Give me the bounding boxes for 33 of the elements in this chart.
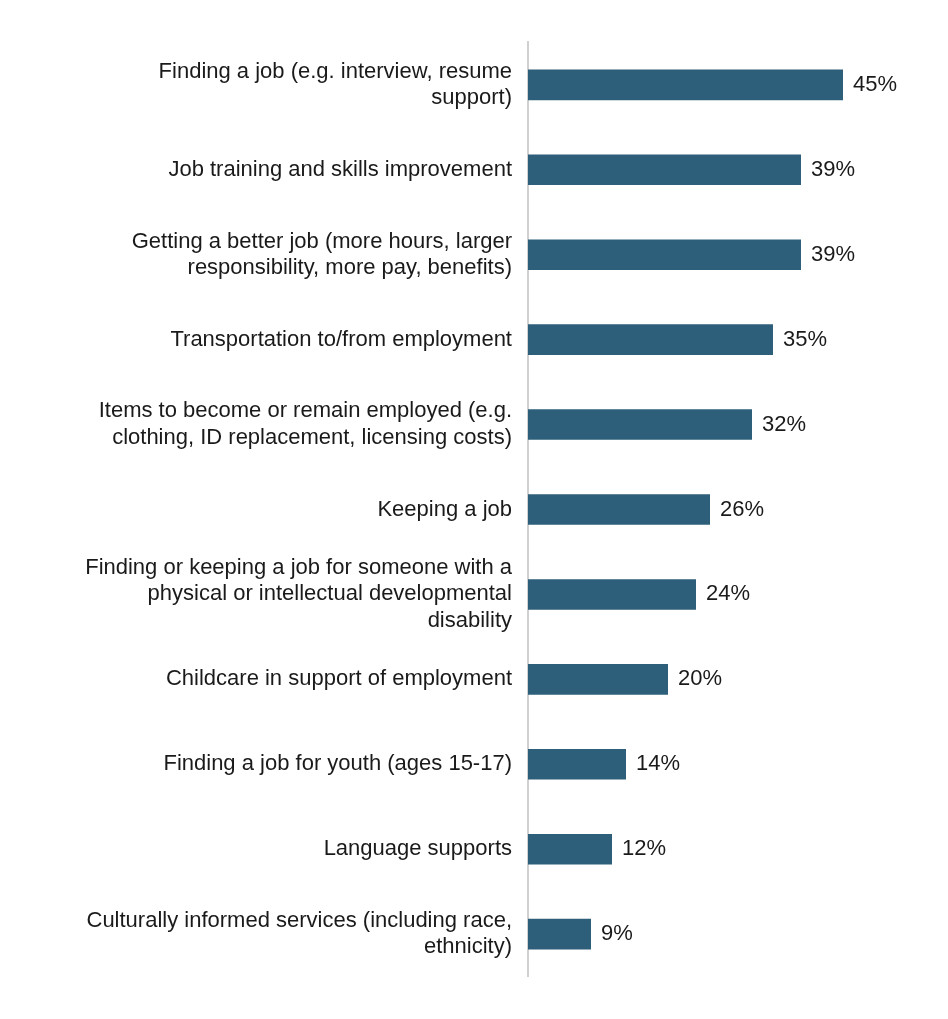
y-tick-label: Language supports <box>323 835 512 861</box>
y-tick-label: Finding a job (e.g. interview, resume support) <box>158 57 512 110</box>
bar <box>528 409 752 440</box>
bar <box>528 833 612 865</box>
data-label: 26% <box>720 495 765 521</box>
bar <box>528 579 696 610</box>
y-tick-label: Finding or keeping a job for someone with a physical or intellectual developmental disability <box>85 554 513 632</box>
y-tick-label: Keeping a job <box>377 495 512 521</box>
data-label: 39% <box>811 240 856 266</box>
bar <box>528 664 668 695</box>
data-label: 24% <box>706 580 751 606</box>
data-label: 20% <box>678 665 723 691</box>
bar <box>528 239 801 271</box>
bar <box>528 749 626 780</box>
y-tick-label: Getting a better job (more hours, larger responsibility, more pay, benefits) <box>131 227 512 279</box>
data-label: 9% <box>601 920 633 946</box>
data-label: 45% <box>853 70 898 96</box>
data-label: 35% <box>783 325 828 351</box>
bar <box>528 324 773 355</box>
bar <box>528 918 591 950</box>
data-label: 14% <box>636 750 681 776</box>
y-tick-label: Finding a job for youth (ages 15-17) <box>163 750 512 776</box>
y-tick-label: Items to become or remain employed (e.g. clothing, ID replacement, licensing costs) <box>98 397 512 449</box>
y-tick-label: Culturally informed services (including race, ethnicity) <box>86 907 512 959</box>
data-label: 32% <box>762 410 807 436</box>
data-label: 12% <box>622 835 667 861</box>
y-tick-label: Childcare in support of employment <box>165 665 512 691</box>
y-tick-label: Transportation to/from employment <box>170 325 512 351</box>
bar <box>528 69 843 101</box>
y-tick-label: Job training and skills improvement <box>168 155 512 181</box>
data-label: 39% <box>811 155 856 181</box>
bar <box>528 154 801 186</box>
bar <box>528 494 710 525</box>
